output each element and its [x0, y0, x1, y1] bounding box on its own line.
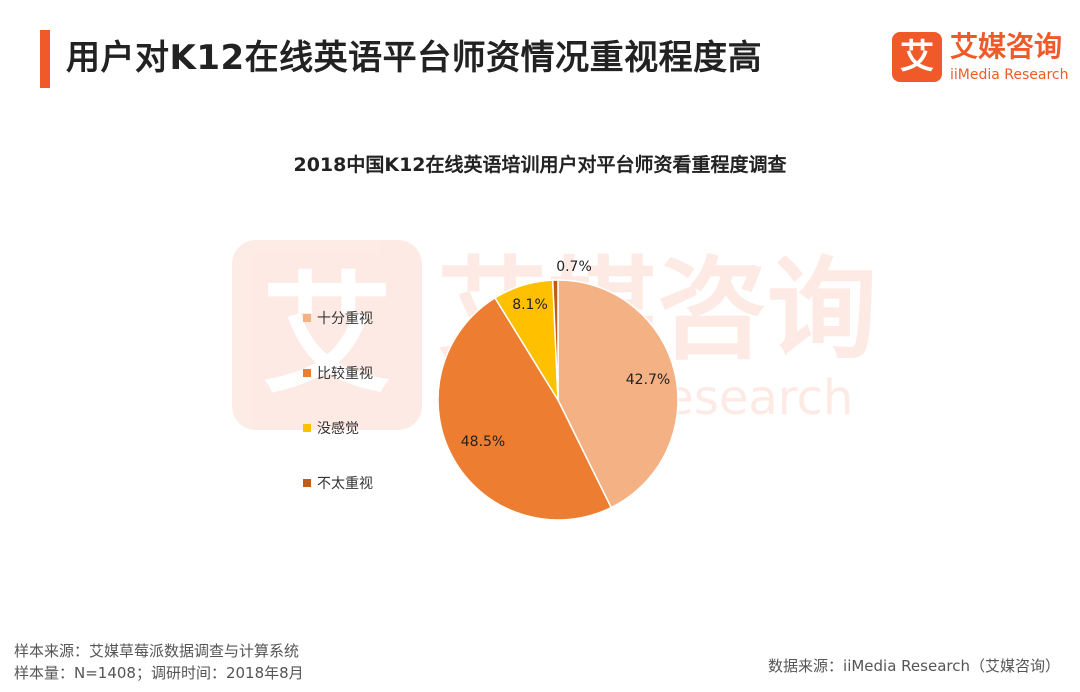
- page-title: 用户对K12在线英语平台师资情况重视程度高: [66, 38, 763, 78]
- legend-item-indifferent: 没感觉: [303, 420, 359, 438]
- brand-logo: 艾 艾媒咨询 iiMedia Research: [892, 30, 1072, 90]
- title-accent-bar: [40, 30, 50, 88]
- pie-slice-not-important: [551, 279, 559, 401]
- legend-label: 十分重视: [317, 311, 373, 327]
- legend-label: 不太重视: [317, 476, 373, 492]
- legend-item-fairly-important: 比较重视: [303, 365, 373, 383]
- legend-item-not-important: 不太重视: [303, 475, 373, 493]
- chart-title: 2018中国K12在线英语培训用户对平台师资看重程度调查: [293, 154, 787, 176]
- legend-swatch: [303, 369, 311, 377]
- legend-label: 没感觉: [317, 421, 359, 437]
- legend-swatch: [303, 424, 311, 432]
- footer-sample: 样本来源：艾媒草莓派数据调查与计算系统 样本量：N=1408；调研时间：2018…: [14, 640, 304, 684]
- pie-label-not-important: 0.7%: [556, 259, 592, 275]
- legend-swatch: [303, 314, 311, 322]
- legend-swatch: [303, 479, 311, 487]
- pie-label-very-important: 42.7%: [626, 372, 670, 388]
- pie-label-fairly-important: 48.5%: [461, 434, 505, 450]
- footer-data-source: 数据来源：iiMedia Research（艾媒咨询）: [768, 657, 1060, 675]
- legend-label: 比较重视: [317, 366, 373, 382]
- footer-sample-source: 样本来源：艾媒草莓派数据调查与计算系统: [14, 642, 300, 660]
- pie-slice-fairly-important: [437, 296, 613, 521]
- legend-item-very-important: 十分重视: [303, 310, 373, 328]
- pie-label-indifferent: 8.1%: [512, 297, 548, 313]
- logo-en-text: iiMedia Research: [950, 67, 1069, 83]
- pie-slice-very-important: [557, 279, 679, 509]
- logo-mark-icon: 艾: [892, 32, 942, 82]
- logo-cn-text: 艾媒咨询: [950, 30, 1063, 63]
- footer-sample-info: 样本量：N=1408；调研时间：2018年8月: [14, 664, 304, 682]
